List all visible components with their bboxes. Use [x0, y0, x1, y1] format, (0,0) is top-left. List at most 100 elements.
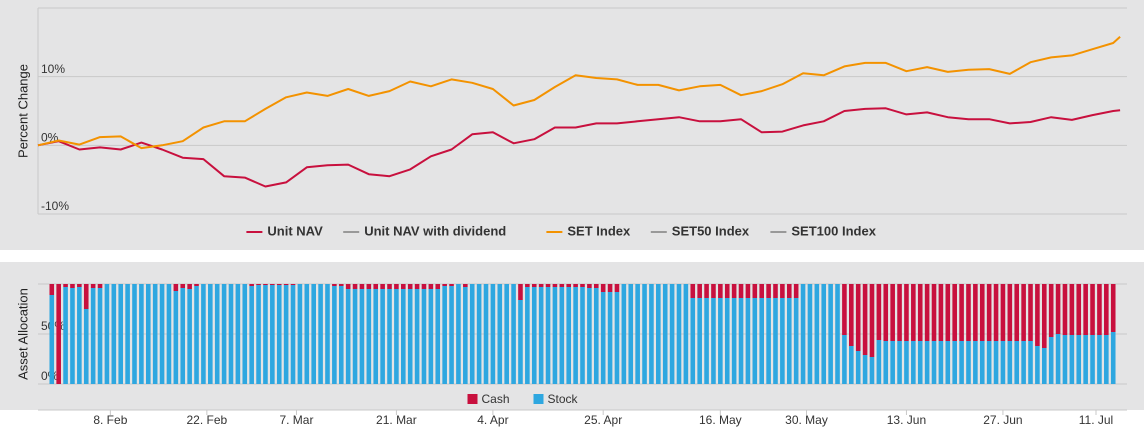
bar-segment: [911, 284, 916, 341]
bar-segment: [139, 284, 144, 384]
bar-segment: [1041, 348, 1047, 384]
bar-segment: [704, 298, 709, 384]
bar-segment: [766, 284, 771, 298]
bar-segment: [573, 284, 578, 287]
bar-segment: [77, 287, 82, 384]
bar-segment: [1090, 335, 1095, 384]
bar-segment: [786, 284, 792, 298]
bar-segment: [897, 341, 902, 384]
bar-segment: [931, 341, 937, 384]
bar-segment: [449, 286, 454, 384]
bar-segment: [1090, 284, 1095, 335]
legend-label: SET100 Index: [791, 223, 876, 238]
bar-segment: [256, 284, 261, 285]
bar-segment: [945, 284, 951, 341]
bar-segment: [394, 284, 399, 289]
bar-segment: [1035, 284, 1040, 346]
bar-segment: [56, 284, 61, 384]
bar-segment: [917, 341, 923, 384]
bar-segment: [256, 285, 261, 384]
bar-segment: [773, 284, 778, 298]
bar-segment: [490, 284, 496, 384]
x-tick-label: 8. Feb: [93, 413, 127, 427]
bar-segment: [504, 284, 509, 384]
bar-segment: [869, 357, 875, 384]
bar-segment: [531, 284, 537, 287]
bar-segment: [986, 341, 992, 384]
bar-segment: [1069, 284, 1075, 335]
bar-segment: [552, 284, 558, 287]
bar-segment: [600, 284, 606, 292]
bar-segment: [70, 288, 75, 384]
bar-segment: [917, 284, 923, 341]
bar-segment: [835, 284, 840, 384]
bar-segment: [724, 298, 730, 384]
bar-segment: [614, 292, 620, 384]
bar-segment: [1035, 346, 1040, 384]
bar-segment: [842, 284, 847, 335]
bar-segment: [945, 341, 951, 384]
bar-segment: [463, 284, 468, 287]
bar-segment: [745, 298, 751, 384]
bar-segment: [63, 287, 68, 384]
bar-segment: [993, 341, 999, 384]
bar-segment: [938, 284, 944, 341]
bar-segment: [842, 335, 847, 384]
bar-segment: [1083, 284, 1088, 335]
bar-segment: [449, 284, 454, 286]
bar-segment: [90, 284, 96, 288]
bar-segment: [400, 284, 406, 289]
bar-segment: [718, 298, 723, 384]
bar-segment: [662, 284, 668, 384]
bar-segment: [862, 355, 868, 384]
bar-segment: [607, 292, 613, 384]
bar-segment: [242, 284, 248, 384]
bar-segment: [1076, 335, 1082, 384]
bar-segment: [194, 286, 199, 384]
y-tick-label: 10%: [41, 62, 65, 76]
bar-segment: [400, 289, 406, 384]
bar-segment: [814, 284, 820, 384]
bar-segment: [752, 284, 758, 298]
x-tick-label: 11. Jul: [1079, 413, 1113, 427]
bar-segment: [973, 284, 978, 341]
bar-segment: [1097, 335, 1102, 384]
bar-segment: [270, 285, 275, 384]
bar-segment: [587, 284, 592, 288]
bar-segment: [552, 287, 558, 384]
bar-segment: [125, 284, 130, 384]
bar-segment: [718, 284, 723, 298]
bar-segment: [642, 284, 647, 384]
bar-segment: [993, 284, 999, 341]
bar-segment: [249, 286, 254, 384]
bar-segment: [180, 288, 186, 384]
bar-segment: [173, 291, 179, 384]
bar-segment: [1048, 284, 1054, 337]
bar-segment: [276, 284, 282, 285]
legend-label: Stock: [548, 392, 579, 406]
bar-segment: [104, 284, 110, 384]
bar-segment: [786, 298, 792, 384]
series-line: [37, 36, 1121, 150]
bar-segment: [897, 284, 902, 341]
bar-segment: [373, 284, 379, 289]
bar-segment: [959, 284, 964, 341]
bar-segment: [800, 284, 806, 384]
bar-segment: [90, 288, 96, 384]
bar-segment: [235, 284, 241, 384]
x-tick-label: 13. Jun: [887, 413, 926, 427]
bar-segment: [435, 284, 441, 289]
bar-segment: [276, 285, 282, 384]
bar-segment: [545, 284, 551, 287]
bar-segment: [876, 284, 882, 340]
bar-segment: [159, 284, 165, 384]
x-tick-label: 27. Jun: [983, 413, 1022, 427]
bar-segment: [931, 284, 937, 341]
bar-segment: [1055, 334, 1061, 384]
bar-segment: [759, 284, 765, 298]
bar-segment: [1104, 284, 1109, 335]
bar-segment: [221, 284, 227, 384]
legend-label: SET Index: [567, 223, 631, 238]
bar-segment: [683, 284, 689, 384]
